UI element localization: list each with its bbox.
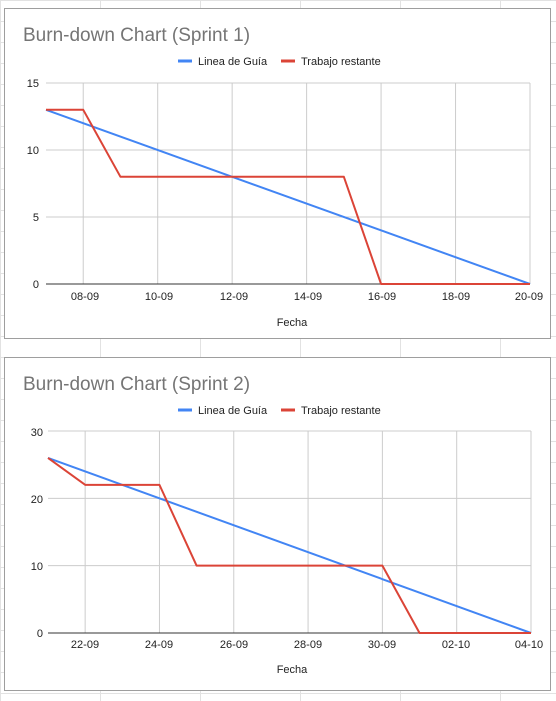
y-tick-label: 5 bbox=[33, 212, 39, 224]
x-tick-label: 30-09 bbox=[368, 639, 396, 651]
x-tick-label: 26-09 bbox=[220, 639, 248, 651]
x-axis-title: Fecha bbox=[277, 664, 308, 676]
chart-title: Burn-down Chart (Sprint 2) bbox=[23, 374, 250, 395]
legend[interactable]: Linea de Guía Trabajo restante bbox=[178, 405, 381, 417]
legend-label-remaining: Trabajo restante bbox=[301, 56, 381, 68]
chart-2-svg: Burn-down Chart (Sprint 2) Linea de Guía… bbox=[23, 374, 543, 676]
gridlines bbox=[46, 82, 531, 285]
remaining-work-series bbox=[46, 108, 530, 285]
x-tick-label: 16-09 bbox=[368, 291, 396, 303]
y-tick-label: 0 bbox=[33, 279, 39, 291]
guide-line-series bbox=[45, 108, 531, 285]
x-tick-label: 10-09 bbox=[145, 291, 173, 303]
y-tick-label: 0 bbox=[37, 628, 43, 640]
x-tick-label: 04-10 bbox=[515, 639, 543, 651]
x-tick-label: 28-09 bbox=[294, 639, 322, 651]
legend-label-guide: Linea de Guía bbox=[198, 405, 268, 417]
legend-label-remaining: Trabajo restante bbox=[301, 405, 381, 417]
legend[interactable]: Linea de Guía Trabajo restante bbox=[178, 56, 381, 68]
x-tick-label: 02-10 bbox=[442, 639, 470, 651]
gridlines bbox=[48, 430, 532, 634]
chart-1-svg: Burn-down Chart (Sprint 1) Linea de Guía… bbox=[23, 25, 543, 329]
burndown-chart-sprint-2[interactable]: Burn-down Chart (Sprint 2) Linea de Guía… bbox=[4, 357, 551, 691]
y-tick-label: 20 bbox=[31, 494, 43, 506]
x-tick-label: 24-09 bbox=[145, 639, 173, 651]
y-tick-label: 15 bbox=[27, 78, 39, 90]
legend-label-guide: Linea de Guía bbox=[198, 56, 268, 68]
y-tick-label: 30 bbox=[31, 427, 43, 439]
x-tick-label: 08-09 bbox=[71, 291, 99, 303]
x-tick-label: 20-09 bbox=[515, 291, 543, 303]
remaining-work-series bbox=[47, 457, 531, 634]
y-tick-label: 10 bbox=[31, 561, 43, 573]
x-tick-label: 22-09 bbox=[71, 639, 99, 651]
y-tick-label: 10 bbox=[27, 145, 39, 157]
x-tick-label: 14-09 bbox=[294, 291, 322, 303]
x-axis-title: Fecha bbox=[277, 317, 308, 329]
x-tick-label: 12-09 bbox=[220, 291, 248, 303]
guide-line-series bbox=[47, 456, 532, 634]
chart-title: Burn-down Chart (Sprint 1) bbox=[23, 25, 250, 46]
burndown-chart-sprint-1[interactable]: Burn-down Chart (Sprint 1) Linea de Guía… bbox=[4, 8, 551, 339]
x-tick-label: 18-09 bbox=[442, 291, 470, 303]
